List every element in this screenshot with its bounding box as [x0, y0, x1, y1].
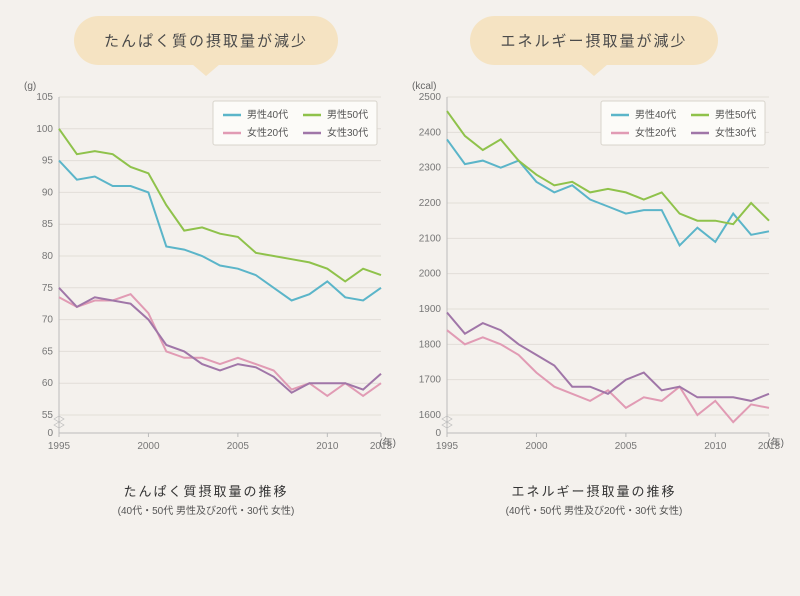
svg-text:2010: 2010	[704, 441, 727, 452]
svg-text:2200: 2200	[419, 198, 442, 209]
svg-text:65: 65	[42, 346, 54, 357]
protein-chart: 55 60 65 70 75 80 85 90 95 100 105 0 1995 2000 2005 201…	[20, 83, 392, 473]
left-caption-sub: (40代・50代 男性及び20代・30代 女性)	[118, 502, 295, 517]
svg-text:1900: 1900	[419, 304, 442, 315]
left-chart-wrap: (g) 55 60 65 70 75 80 85 90 95 100 105 0 1995 2000 200…	[20, 83, 392, 473]
svg-text:2005: 2005	[227, 441, 250, 452]
svg-text:0: 0	[435, 428, 441, 439]
right-y-unit: (kcal)	[412, 81, 436, 92]
svg-text:105: 105	[36, 92, 53, 103]
svg-text:男性40代: 男性40代	[635, 108, 676, 121]
svg-text:2000: 2000	[137, 441, 160, 452]
right-bubble-text: エネルギー摂取量が減少	[500, 30, 687, 51]
charts-container: たんぱく質の摂取量が減少 (g) 55 60 65 70 75 80 85 90 95 100 10…	[0, 0, 800, 537]
energy-chart: 1600 1700 1800 1900 2000 2100 2200 2300 2400 2500…	[408, 83, 780, 473]
left-x-unit: (年)	[379, 434, 396, 449]
svg-text:100: 100	[36, 124, 53, 135]
svg-text:55: 55	[42, 410, 54, 421]
left-bubble: たんぱく質の摂取量が減少	[74, 16, 338, 65]
svg-text:1995: 1995	[48, 441, 71, 452]
svg-text:2400: 2400	[419, 127, 442, 138]
svg-text:0: 0	[47, 428, 53, 439]
left-bubble-text: たんぱく質の摂取量が減少	[104, 30, 308, 51]
svg-text:男性50代: 男性50代	[715, 108, 756, 121]
left-y-unit: (g)	[24, 81, 36, 92]
svg-text:60: 60	[42, 378, 54, 389]
svg-text:2000: 2000	[419, 269, 442, 280]
svg-text:80: 80	[42, 251, 54, 262]
svg-text:1600: 1600	[419, 410, 442, 421]
svg-text:男性50代: 男性50代	[327, 108, 368, 121]
left-caption-main: たんぱく質摂取量の推移	[118, 481, 295, 500]
left-caption: たんぱく質摂取量の推移 (40代・50代 男性及び20代・30代 女性)	[118, 481, 295, 517]
right-caption-main: エネルギー摂取量の推移	[506, 481, 683, 500]
left-panel: たんぱく質の摂取量が減少 (g) 55 60 65 70 75 80 85 90 95 100 10…	[20, 16, 392, 517]
right-x-unit: (年)	[767, 434, 784, 449]
svg-text:女性30代: 女性30代	[715, 126, 756, 139]
right-caption-sub: (40代・50代 男性及び20代・30代 女性)	[506, 502, 683, 517]
svg-text:2000: 2000	[525, 441, 548, 452]
svg-text:女性20代: 女性20代	[635, 126, 676, 139]
svg-text:2005: 2005	[615, 441, 638, 452]
svg-text:2100: 2100	[419, 233, 442, 244]
right-caption: エネルギー摂取量の推移 (40代・50代 男性及び20代・30代 女性)	[506, 481, 683, 517]
svg-text:85: 85	[42, 219, 54, 230]
svg-text:女性30代: 女性30代	[327, 126, 368, 139]
svg-text:95: 95	[42, 156, 54, 167]
right-panel: エネルギー摂取量が減少 (kcal) 1600 1700 1800 1900 2000 2…	[408, 16, 780, 517]
svg-text:1995: 1995	[436, 441, 459, 452]
right-chart-wrap: (kcal) 1600 1700 1800 1900 2000 2100 2200 2300 2…	[408, 83, 780, 473]
svg-text:2300: 2300	[419, 163, 442, 174]
svg-text:1700: 1700	[419, 375, 442, 386]
svg-text:75: 75	[42, 283, 54, 294]
svg-text:女性20代: 女性20代	[247, 126, 288, 139]
svg-text:1800: 1800	[419, 339, 442, 350]
svg-text:70: 70	[42, 315, 54, 326]
right-bubble: エネルギー摂取量が減少	[470, 16, 717, 65]
svg-text:2500: 2500	[419, 92, 442, 103]
svg-text:90: 90	[42, 187, 54, 198]
svg-text:男性40代: 男性40代	[247, 108, 288, 121]
svg-text:2010: 2010	[316, 441, 339, 452]
